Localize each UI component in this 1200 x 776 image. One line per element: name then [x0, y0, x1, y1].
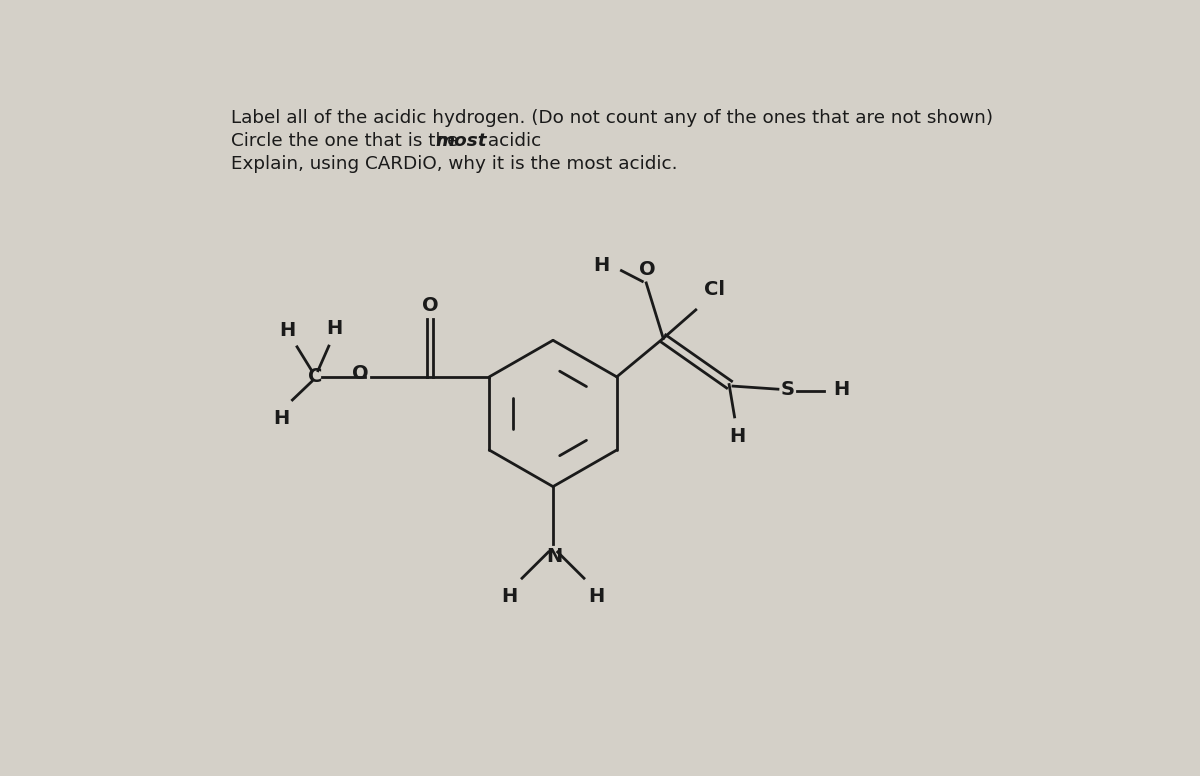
Text: Explain, using CARDiO, why it is the most acidic.: Explain, using CARDiO, why it is the mos…: [232, 155, 678, 174]
Text: O: O: [640, 260, 656, 279]
Text: N: N: [546, 547, 563, 566]
Text: Circle the one that is the: Circle the one that is the: [232, 133, 464, 151]
Text: acidic: acidic: [481, 133, 541, 151]
Text: most: most: [436, 133, 487, 151]
Text: Label all of the acidic hydrogen. (Do not count any of the ones that are not sho: Label all of the acidic hydrogen. (Do no…: [232, 109, 994, 127]
Text: H: H: [593, 257, 610, 275]
Text: Cl: Cl: [703, 280, 725, 299]
Text: S: S: [780, 379, 794, 399]
Text: H: H: [326, 319, 342, 338]
Text: H: H: [588, 587, 605, 607]
Text: H: H: [274, 409, 289, 428]
Text: H: H: [833, 379, 850, 399]
Text: H: H: [280, 321, 296, 340]
Text: O: O: [422, 296, 439, 315]
Text: O: O: [353, 364, 370, 383]
Text: H: H: [728, 427, 745, 446]
Text: H: H: [502, 587, 517, 607]
Text: C: C: [308, 367, 323, 386]
